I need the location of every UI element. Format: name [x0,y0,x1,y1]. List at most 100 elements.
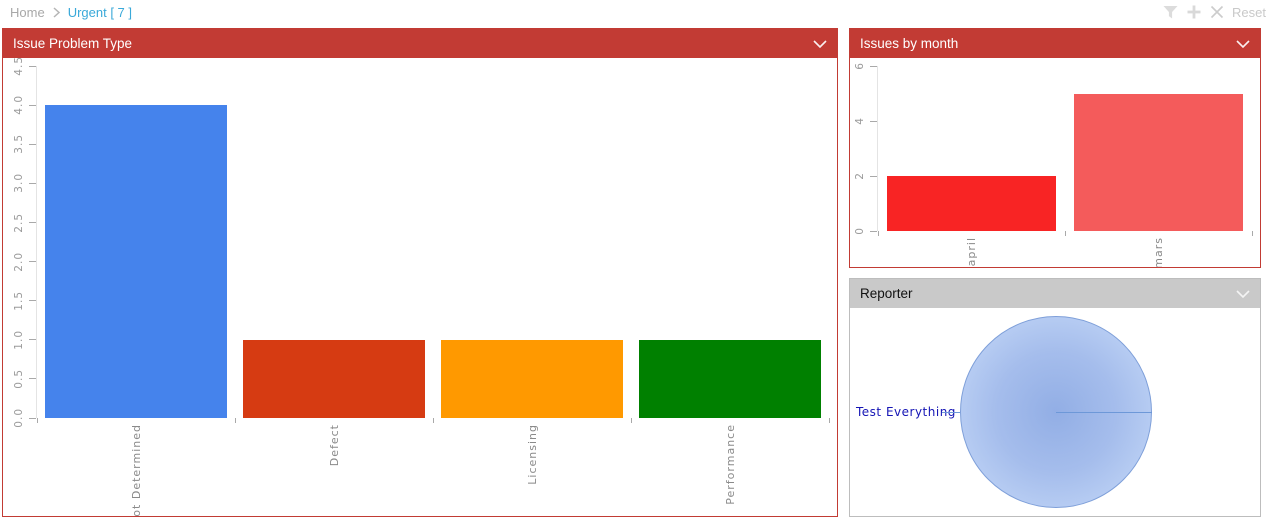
y-axis-tick-label-text: 1.0 [13,329,25,350]
chevron-right-icon [52,6,61,18]
y-axis-tick [29,104,36,106]
y-axis-tick [29,182,36,184]
y-axis-tick-label: 4 [851,105,869,137]
y-axis-tick-label: 2.0 [10,246,28,278]
y-axis-tick-label-text: 4 [854,117,866,125]
y-axis-tick-label: 2.5 [10,206,28,238]
y-axis-tick [29,378,36,380]
y-axis-tick [870,175,877,177]
y-axis-tick-label-text: 0.5 [13,369,25,389]
x-axis-category-label-text: mars [1152,237,1165,267]
x-axis-category-label: Not Determined [37,424,235,516]
toolbar-actions: Reset [1162,4,1266,20]
x-axis-tick [1065,231,1066,236]
x-axis-category-label: april [878,237,1065,267]
y-axis-tick-label-text: 0.0 [13,408,25,428]
y-axis-tick-label-text: 2.0 [13,251,25,272]
bubble-connector-line [942,412,960,413]
issues-by-month-header: Issues by month [850,29,1260,58]
x-axis-category-label: mars [1065,237,1252,267]
y-axis-tick-label: 4.0 [10,89,28,121]
x-axis-tick [37,418,38,423]
breadcrumb-current[interactable]: Urgent [ 7 ] [67,4,132,20]
x-axis-tick [1252,231,1253,236]
bar-mars[interactable] [1074,93,1243,231]
reporter-panel: Reporter Test Everything [849,278,1261,517]
y-axis-tick-label: 0 [851,215,869,247]
filter-icon[interactable] [1162,5,1179,20]
issue-problem-type-body: 0.0 0.5 1.0 1.5 2.0 2.5 3.0 3.5 4.0 4.5 Not Determ… [3,58,837,516]
y-axis-tick-label: 3.5 [10,128,28,160]
bar-not-determined[interactable] [44,105,228,418]
y-axis-tick-label-text: 0 [854,227,866,235]
y-axis-tick-label: 3.0 [10,167,28,199]
x-axis-category-label-text: Licensing [525,424,539,485]
y-axis-tick-label: 0.5 [10,363,28,395]
y-axis-tick [870,120,877,122]
y-axis-tick-label-text: 6 [854,62,866,70]
y-axis-tick-label-text: 1.5 [13,290,25,311]
y-axis-line [877,66,878,231]
y-axis-tick-label-text: 3.5 [13,134,25,155]
x-axis-category-label-text: Defect [327,424,341,467]
chevron-down-icon[interactable] [1236,39,1250,48]
y-axis-line [36,66,37,418]
breadcrumb-home[interactable]: Home [10,4,45,20]
y-axis-tick [29,261,36,263]
bar-defect[interactable] [242,339,426,418]
bar-april[interactable] [887,176,1056,231]
y-axis-tick-label: 2 [851,160,869,192]
x-axis-category-label: Licensing [433,424,631,516]
y-axis-tick-label: 0.0 [10,402,28,434]
x-axis-tick [878,231,879,236]
y-axis-tick-label: 1.5 [10,285,28,317]
x-axis-tick [829,418,830,423]
x-axis-category-label-text: april [965,237,978,267]
y-axis-tick-label-text: 3.0 [13,173,25,194]
issue-problem-type-header: Issue Problem Type [3,29,837,58]
chevron-down-icon[interactable] [813,39,827,48]
panel-title: Issue Problem Type [13,36,133,51]
y-axis-tick [29,339,36,341]
bubble-label: Test Everything [856,405,956,419]
bar-licensing[interactable] [440,339,624,418]
issue-problem-type-panel: Issue Problem Type 0.0 0.5 1.0 1.5 2.0 2.5 3.0… [2,28,838,517]
y-axis-tick [29,143,36,145]
x-axis-tick [235,418,236,423]
y-axis-tick-label-text: 4.5 [13,58,25,76]
bar-performance[interactable] [638,339,822,418]
x-axis-category-label: Defect [235,424,433,516]
issues-by-month-body: 0 2 4 6 april mars [850,58,1260,267]
y-axis-tick [870,230,877,232]
panel-title: Issues by month [860,36,959,51]
x-axis-tick [433,418,434,423]
issues-by-month-chart: 0 2 4 6 april mars [850,58,1260,267]
x-axis-category-label-text: Performance [723,424,737,505]
bubble-radius-line [1056,412,1152,413]
y-axis-tick-label: 6 [851,58,869,82]
top-bar: Home Urgent [ 7 ] Reset [0,0,1268,24]
issue-problem-type-chart: 0.0 0.5 1.0 1.5 2.0 2.5 3.0 3.5 4.0 4.5 Not Determ… [3,58,837,516]
y-axis-tick [29,221,36,223]
y-axis-tick [29,300,36,302]
reset-button[interactable]: Reset [1232,4,1266,20]
x-axis-category-label: Performance [631,424,829,516]
close-icon[interactable] [1209,4,1225,20]
y-axis-tick-label: 1.0 [10,324,28,356]
y-axis-tick-label: 4.5 [10,58,28,82]
y-axis-tick [29,65,36,67]
reporter-header: Reporter [850,279,1260,308]
add-icon[interactable] [1186,4,1202,20]
x-axis-category-label-text: Not Determined [129,424,143,516]
chevron-down-icon[interactable] [1236,289,1250,298]
breadcrumb: Home Urgent [ 7 ] [10,5,132,20]
x-axis-tick [631,418,632,423]
y-axis-tick-label-text: 4.0 [13,95,25,115]
panel-title: Reporter [860,286,913,301]
y-axis-tick-label-text: 2.5 [13,212,25,233]
y-axis-tick [870,65,877,67]
issues-by-month-panel: Issues by month 0 2 4 6 april mars [849,28,1261,268]
y-axis-tick-label-text: 2 [854,172,866,180]
reporter-body: Test Everything [850,308,1260,516]
